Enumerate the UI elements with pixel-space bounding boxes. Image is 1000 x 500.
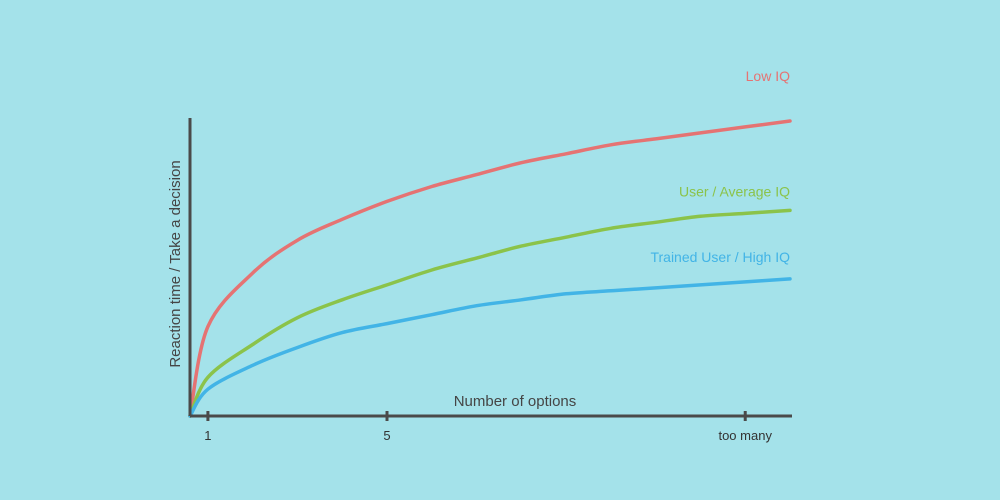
series-line-user-average-iq — [188, 208, 792, 418]
x-tick-label: 5 — [383, 428, 390, 443]
ticks-layer: 1 5 too many — [204, 411, 772, 443]
series-label-low-iq: Low IQ — [746, 68, 790, 84]
y-axis-label: Reaction time / Take a decision — [167, 160, 184, 367]
axes-layer — [188, 118, 792, 418]
x-tick-label: 1 — [204, 428, 211, 443]
x-axis-label: Number of options — [454, 393, 577, 410]
labels-layer: Number of options Reaction time / Take a… — [167, 68, 790, 410]
series-label-user-average-iq: User / Average IQ — [679, 183, 790, 199]
series-layer — [188, 119, 792, 418]
series-label-trained-user-high-iq: Trained User / High IQ — [650, 249, 790, 265]
series-line-low-iq — [188, 119, 792, 418]
x-tick-label: too many — [718, 428, 772, 443]
series-line-trained-user-high-iq — [188, 277, 792, 418]
